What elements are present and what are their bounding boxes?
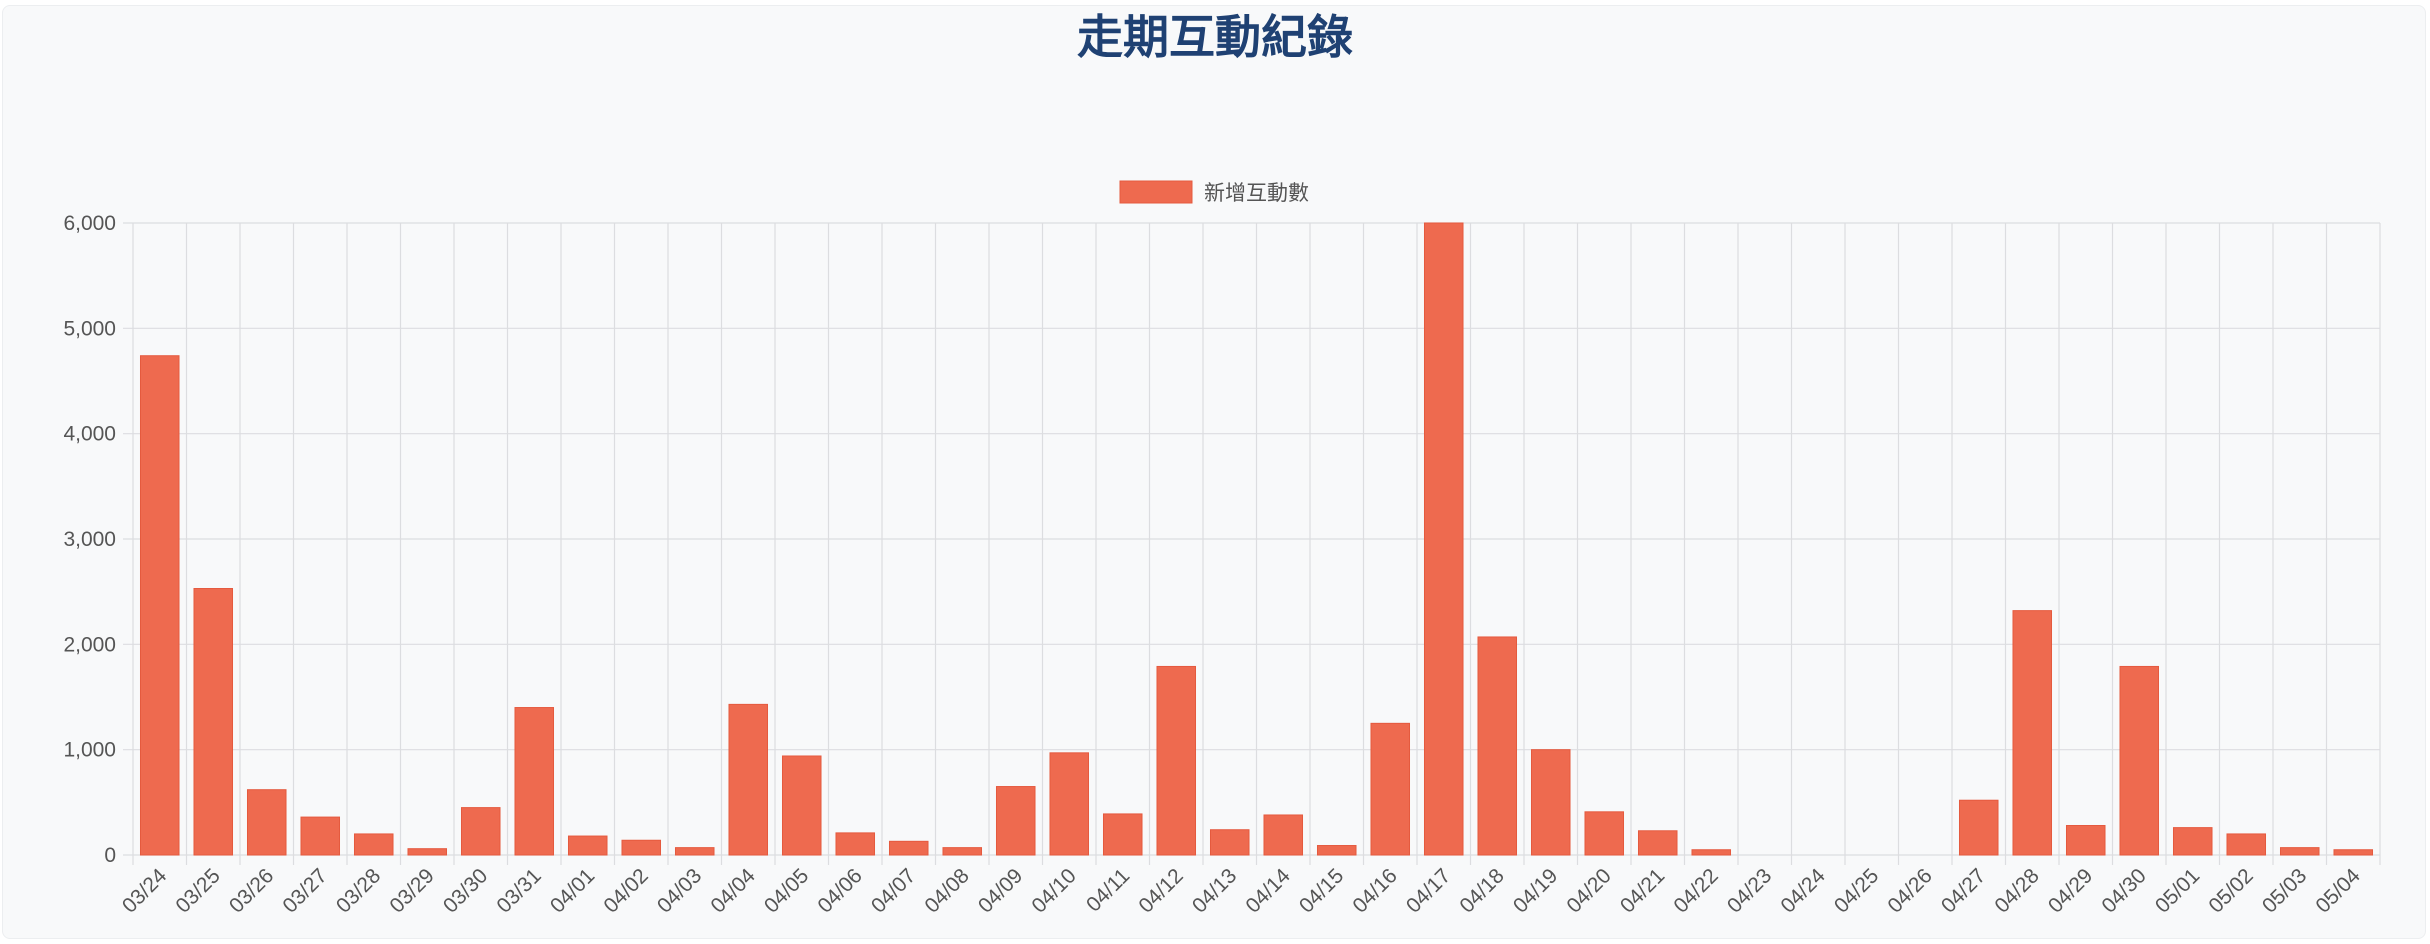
bar[interactable] [728, 703, 769, 856]
y-tick-label: 2,000 [63, 633, 116, 656]
bar[interactable] [1156, 665, 1197, 856]
x-tick-label: 04/10 [1027, 864, 1080, 917]
x-tick-label: 05/04 [2311, 864, 2365, 918]
x-tick-label: 04/02 [599, 864, 652, 917]
bar[interactable] [621, 839, 662, 856]
x-tick-label: 03/30 [439, 864, 492, 917]
x-tick-label: 04/07 [867, 864, 920, 917]
x-tick-label: 04/08 [920, 864, 973, 917]
bar[interactable] [1958, 799, 1999, 856]
bar[interactable] [1316, 845, 1357, 856]
y-tick-label: 5,000 [63, 317, 116, 340]
bar[interactable] [2279, 847, 2320, 856]
bar[interactable] [2119, 665, 2160, 856]
x-tick-label: 04/26 [1883, 864, 1936, 917]
x-tick-label: 04/25 [1830, 864, 1883, 917]
bar[interactable] [300, 816, 341, 856]
y-tick-label: 4,000 [63, 423, 116, 446]
bar[interactable] [1102, 813, 1143, 856]
x-tick-label: 04/01 [546, 864, 599, 917]
x-tick-label: 04/13 [1188, 864, 1241, 917]
x-tick-label: 03/26 [225, 864, 278, 917]
x-tick-label: 05/01 [2151, 864, 2204, 917]
bar[interactable] [2012, 610, 2053, 856]
bar-series [139, 222, 2374, 856]
x-axis: 03/24 03/25 03/26 03/27 03/28 03/29 03/30 03/31… [118, 864, 2365, 918]
bar[interactable] [567, 835, 608, 856]
x-tick-label: 04/11 [1082, 864, 1134, 916]
x-tick-label: 04/23 [1723, 864, 1776, 917]
x-tick-label: 04/17 [1402, 864, 1455, 917]
bar[interactable] [246, 789, 287, 856]
x-tick-label: 05/02 [2204, 864, 2257, 917]
x-tick-label: 04/16 [1348, 864, 1401, 917]
legend[interactable]: 新增互動數 [1119, 180, 1309, 205]
bar[interactable] [1049, 752, 1090, 856]
y-tick-label: 1,000 [63, 739, 116, 762]
x-tick-label: 04/29 [2044, 864, 2097, 917]
bar[interactable] [1530, 749, 1571, 856]
bar[interactable] [2226, 833, 2267, 856]
x-tick-label: 05/03 [2258, 864, 2311, 917]
bar[interactable] [1584, 811, 1625, 856]
x-tick-label: 04/09 [974, 864, 1027, 917]
y-tick-label: 0 [104, 844, 116, 867]
x-tick-label: 04/05 [760, 864, 813, 917]
bar[interactable] [1691, 849, 1732, 856]
x-tick-label: 04/12 [1134, 864, 1187, 917]
x-tick-label: 04/15 [1295, 864, 1348, 917]
legend-label: 新增互動數 [1204, 181, 1309, 205]
x-tick-label: 04/18 [1455, 864, 1508, 917]
x-tick-label: 04/21 [1616, 864, 1669, 917]
x-tick-label: 04/19 [1509, 864, 1562, 917]
bar[interactable] [2333, 849, 2374, 856]
x-tick-label: 04/30 [2097, 864, 2150, 917]
y-tick-label: 3,000 [63, 528, 116, 551]
bar[interactable] [1477, 636, 1518, 856]
y-tick-label: 6,000 [63, 212, 116, 235]
bar[interactable] [1637, 830, 1678, 856]
bar[interactable] [2172, 827, 2213, 856]
x-tick-label: 04/27 [1937, 864, 1990, 917]
bar[interactable] [514, 707, 555, 856]
x-tick-label: 04/28 [1990, 864, 2043, 917]
bar[interactable] [353, 833, 394, 856]
bar[interactable] [2065, 825, 2106, 856]
x-tick-label: 04/03 [653, 864, 706, 917]
bar[interactable] [995, 786, 1036, 856]
bar[interactable] [460, 807, 501, 856]
x-tick-label: 04/06 [813, 864, 866, 917]
bar[interactable] [781, 755, 822, 856]
x-tick-label: 04/20 [1562, 864, 1615, 917]
x-tick-label: 04/22 [1669, 864, 1722, 917]
y-axis: 0 1,000 2,000 3,000 4,000 5,000 6,000 [63, 212, 116, 867]
bar[interactable] [1370, 722, 1411, 856]
x-tick-label: 03/31 [492, 864, 545, 917]
legend-swatch [1119, 180, 1193, 204]
x-tick-label: 03/28 [332, 864, 385, 917]
grid [123, 222, 2381, 865]
bar[interactable] [407, 848, 448, 856]
x-tick-label: 03/25 [171, 864, 224, 917]
x-tick-label: 04/14 [1241, 864, 1295, 918]
bar[interactable] [888, 840, 929, 856]
x-tick-label: 03/27 [278, 864, 331, 917]
bar[interactable] [835, 832, 876, 856]
bar[interactable] [139, 355, 180, 856]
x-tick-label: 03/29 [385, 864, 438, 917]
page-title: 走期互動紀錄 [1077, 10, 1353, 64]
x-tick-label: 04/24 [1776, 864, 1830, 918]
bar[interactable] [942, 847, 983, 856]
bar[interactable] [193, 588, 234, 856]
bar[interactable] [1263, 814, 1304, 856]
bar[interactable] [1209, 829, 1250, 856]
x-tick-label: 04/04 [706, 864, 760, 918]
bar[interactable] [674, 847, 715, 856]
x-tick-label: 03/24 [118, 864, 172, 918]
bar[interactable] [1423, 222, 1464, 856]
